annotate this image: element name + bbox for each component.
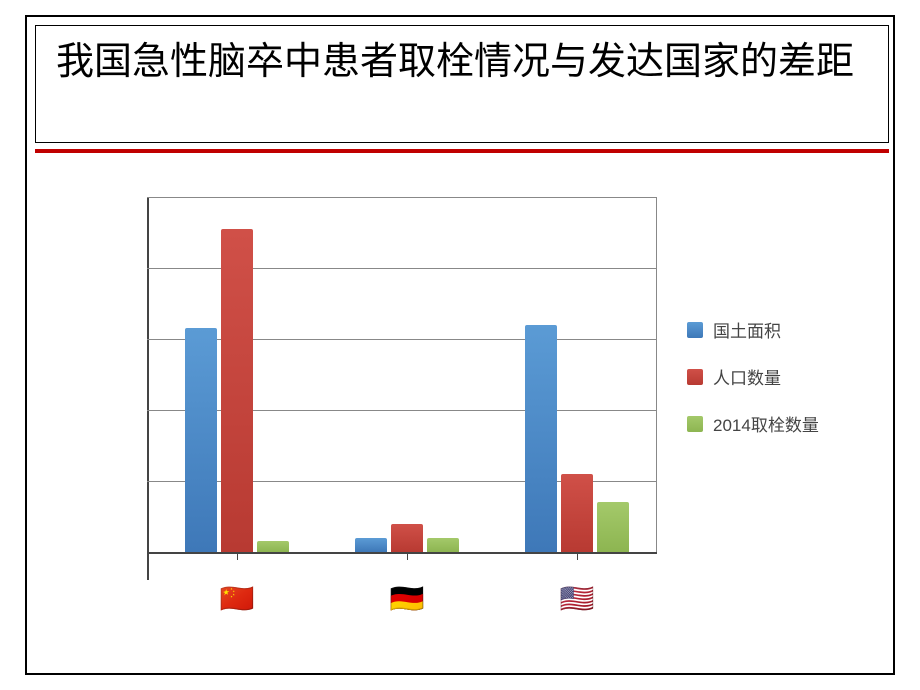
title-box: 我国急性脑卒中患者取栓情况与发达国家的差距 (35, 25, 889, 143)
bar-area (355, 538, 387, 552)
legend-label-area: 国土面积 (713, 317, 781, 342)
legend-label-pop: 人口数量 (713, 364, 781, 389)
legend-swatch-area (687, 322, 703, 338)
bar-pop (391, 524, 423, 552)
bar-area (525, 325, 557, 552)
bar-pop (561, 474, 593, 552)
x-axis (147, 552, 657, 554)
bar-pop (221, 229, 253, 552)
bar-throm (257, 541, 289, 552)
bar-throm (597, 502, 629, 552)
gridline (147, 197, 657, 198)
accent-divider (35, 149, 889, 153)
legend-item-pop: 人口数量 (687, 364, 837, 389)
category-flag: 🇨🇳 (217, 582, 257, 615)
y-axis (147, 197, 149, 580)
legend-item-area: 国土面积 (687, 317, 837, 342)
legend-swatch-throm (687, 416, 703, 432)
legend-swatch-pop (687, 369, 703, 385)
bar-area (185, 328, 217, 552)
legend-item-throm: 2014取栓数量 (687, 411, 837, 436)
category-flag: 🇩🇪 (387, 582, 427, 615)
legend: 国土面积 人口数量 2014取栓数量 (687, 317, 837, 458)
legend-label-throm: 2014取栓数量 (713, 411, 819, 436)
slide-title: 我国急性脑卒中患者取栓情况与发达国家的差距 (56, 38, 868, 87)
category-flag: 🇺🇸 (557, 582, 597, 615)
bar-throm (427, 538, 459, 552)
slide: 我国急性脑卒中患者取栓情况与发达国家的差距 🇨🇳 🇩🇪 🇺🇸 国土面积 人口数量 2… (25, 15, 895, 675)
bar-chart: 🇨🇳 🇩🇪 🇺🇸 国土面积 人口数量 2014取栓数量 (107, 187, 827, 637)
